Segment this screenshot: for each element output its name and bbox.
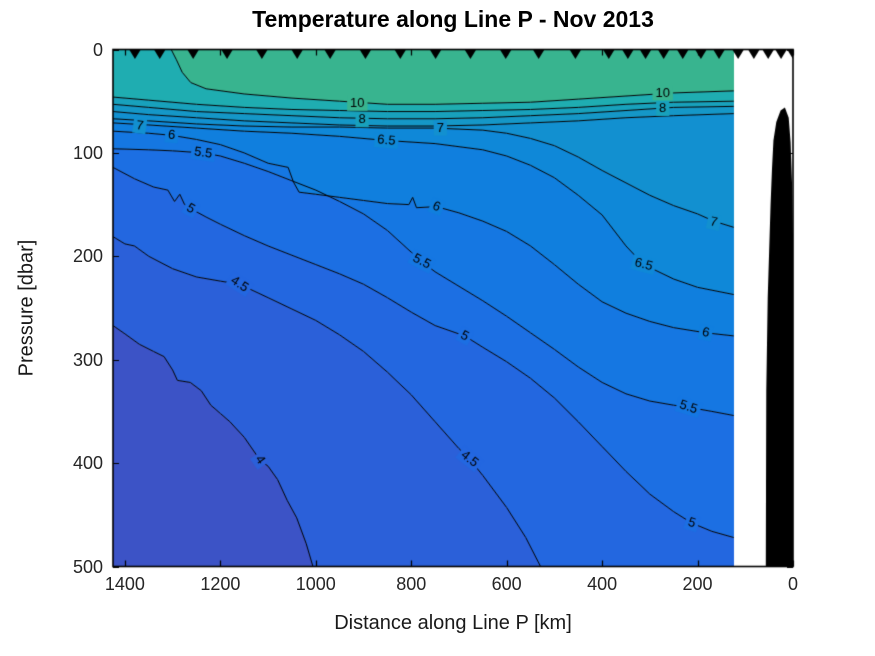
y-tick-label: 300 xyxy=(72,349,103,370)
x-tick-label: 1200 xyxy=(200,574,241,594)
y-tick-label: 0 xyxy=(92,39,103,60)
x-tick-label: 1400 xyxy=(104,574,145,594)
x-axis-label: Distance along Line P [km] xyxy=(334,612,572,634)
x-tick-label: 200 xyxy=(682,574,713,594)
x-tick-label: 1000 xyxy=(295,574,336,594)
x-tick-label: 800 xyxy=(396,574,427,594)
y-tick-label: 500 xyxy=(72,556,103,577)
y-tick-label: 100 xyxy=(72,142,103,163)
x-tick-label: 600 xyxy=(491,574,522,594)
x-tick-label: 400 xyxy=(587,574,618,594)
x-tick-label: 0 xyxy=(787,574,798,594)
y-axis-label-text: Pressure [dbar] xyxy=(15,239,38,377)
y-tick-label: 400 xyxy=(72,453,103,474)
y-tick-label: 200 xyxy=(72,246,103,267)
